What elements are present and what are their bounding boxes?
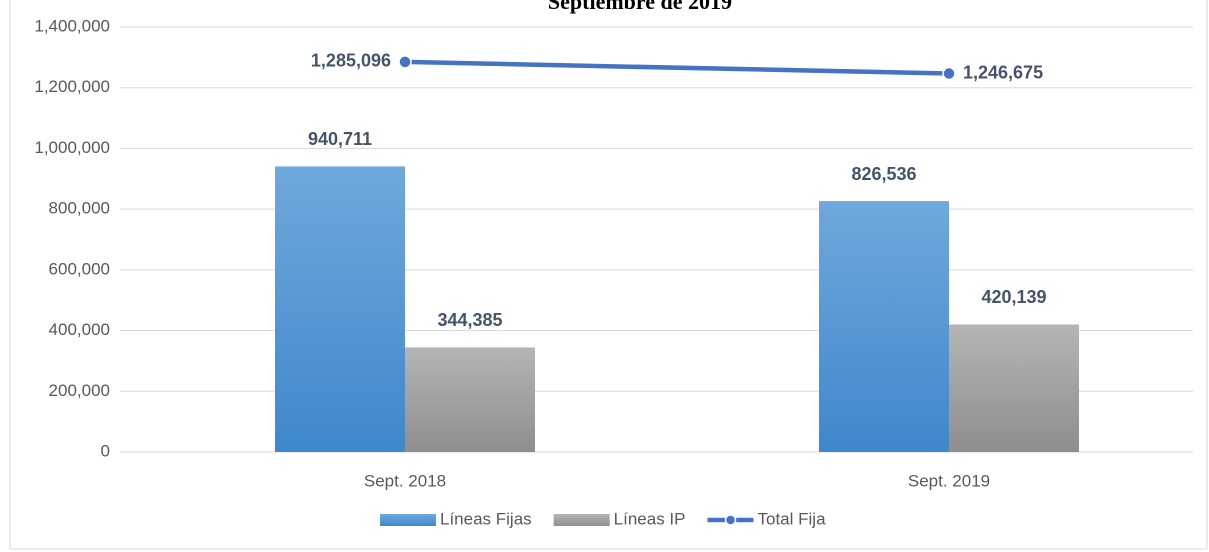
data-label: 1,246,675	[963, 62, 1043, 82]
y-tick-label: 1,000,000	[34, 138, 110, 157]
bar	[949, 324, 1079, 452]
x-tick-label: Sept. 2019	[908, 471, 990, 490]
legend-swatch	[553, 514, 610, 526]
bar	[275, 166, 405, 453]
y-tick-label: 0	[101, 441, 110, 460]
line-marker	[942, 66, 956, 81]
y-tick-label: 400,000	[49, 320, 110, 339]
data-label: 940,711	[308, 129, 372, 149]
legend-swatch	[724, 514, 737, 526]
bar	[405, 347, 535, 452]
legend-swatch	[380, 514, 436, 526]
data-label: 826,536	[851, 164, 916, 184]
y-tick-label: 1,400,000	[34, 16, 110, 35]
bar	[819, 201, 949, 452]
data-label: 344,385	[437, 310, 502, 330]
legend-label: Líneas Fijas	[440, 509, 532, 528]
data-label: 420,139	[981, 287, 1046, 307]
y-tick-label: 800,000	[49, 199, 110, 218]
y-tick-label: 1,200,000	[34, 77, 110, 96]
y-tick-label: 200,000	[49, 381, 110, 400]
legend-label: Total Fija	[758, 509, 827, 528]
x-tick-label: Sept. 2018	[364, 471, 446, 490]
chart-title: Septiembre de 2019	[548, 0, 732, 14]
line	[404, 59, 950, 76]
chart-border	[9, 0, 1208, 550]
y-tick-label: 600,000	[49, 259, 110, 278]
line-marker	[398, 55, 412, 69]
data-label: 1,285,096	[311, 51, 391, 71]
legend-label: Líneas IP	[614, 509, 686, 528]
